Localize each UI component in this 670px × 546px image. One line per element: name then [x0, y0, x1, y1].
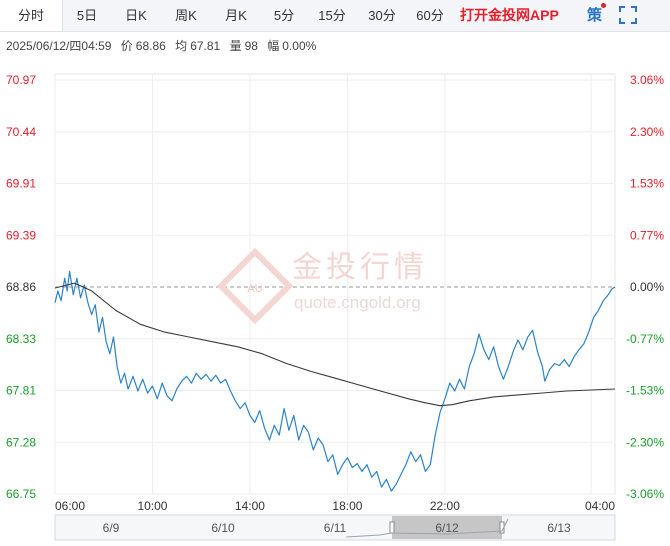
volume-label: 量: [229, 39, 242, 53]
tab-daily-k[interactable]: 日K: [125, 8, 147, 23]
navigator-date-label: 6/11: [324, 521, 347, 535]
y-tick-label: 66.75: [6, 487, 36, 501]
watermark-site: quote.cngold.org: [294, 293, 421, 312]
quote-datetime: 2025/06/12/四04:59: [6, 39, 112, 53]
change-value: 0.00%: [282, 39, 317, 53]
average-label: 均: [175, 39, 188, 53]
pct-tick-label: -3.06%: [626, 487, 664, 501]
price-line: [54, 270, 616, 492]
strategy-button[interactable]: 策: [587, 7, 603, 24]
tab-weekly-k[interactable]: 周K: [175, 8, 197, 23]
x-tick-label: 18:00: [332, 499, 362, 513]
pct-tick-label: 3.06%: [630, 73, 664, 87]
x-tick-label: 04:00: [585, 499, 615, 513]
period-tab-bar: 分时 5日 日K 周K 月K 5分 15分 30分 60分 打开金投网APP 策: [0, 0, 670, 32]
average-value: 67.81: [190, 39, 221, 53]
y-tick-label: 67.81: [6, 384, 36, 398]
volume-value: 98: [244, 39, 258, 53]
y-tick-label: 69.91: [6, 177, 36, 191]
pct-tick-label: 2.30%: [630, 125, 664, 139]
x-tick-label: 10:00: [137, 499, 167, 513]
price-label: 价: [120, 39, 133, 53]
y-tick-label: 68.86: [6, 280, 36, 294]
average-line: [54, 282, 616, 407]
navigator[interactable]: [54, 514, 616, 541]
open-app-link[interactable]: 打开金投网APP: [460, 7, 559, 23]
navigator-date-label: 6/10: [211, 521, 235, 535]
y-tick-label: 70.44: [6, 125, 36, 139]
navigator-sparkline: [346, 518, 509, 538]
y-tick-label: 67.28: [6, 435, 36, 449]
notification-dot: [601, 3, 606, 8]
price-value: 68.86: [135, 39, 166, 53]
tab-60-min[interactable]: 60分: [416, 8, 444, 23]
quote-info-bar: 2025/06/12/四04:59 价 68.86 均 67.81 量 98 幅 0.0…: [6, 37, 322, 54]
pct-tick-label: 0.00%: [630, 280, 664, 294]
fullscreen-glyph: [619, 6, 637, 24]
pct-tick-label: 1.53%: [630, 177, 664, 191]
pct-tick-label: -1.53%: [626, 384, 664, 398]
watermark-logo-text: AU: [247, 283, 262, 295]
change-label: 幅: [267, 39, 280, 53]
navigator-date-label: 6/13: [547, 521, 571, 535]
pct-tick-label: -0.77%: [626, 332, 664, 346]
pct-tick-label: -2.30%: [626, 435, 664, 449]
tab-monthly-k[interactable]: 月K: [225, 8, 247, 23]
tab-5-min[interactable]: 5分: [273, 8, 295, 23]
tab-15-min[interactable]: 15分: [318, 8, 346, 23]
fullscreen-icon[interactable]: [616, 3, 640, 27]
watermark-brand: 金投行情: [292, 250, 428, 285]
navigator-date-label: 6/9: [103, 521, 120, 535]
x-tick-label: 22:00: [430, 499, 460, 513]
tab-5-day[interactable]: 5日: [76, 8, 98, 23]
tab-30-min[interactable]: 30分: [368, 8, 396, 23]
tab-intraday[interactable]: 分时: [0, 0, 63, 31]
navigator-left-handle[interactable]: [389, 521, 395, 534]
y-tick-label: 68.33: [6, 332, 36, 346]
pct-tick-label: 0.77%: [630, 228, 664, 242]
navigator-date-label: 6/12: [435, 521, 459, 535]
y-tick-label: 70.97: [6, 73, 36, 87]
intraday-chart[interactable]: 70.97 3.06% 70.44 2.30% 69.91 1.53% 69.39 0.77%…: [0, 60, 670, 546]
x-tick-label: 14:00: [235, 499, 265, 513]
y-tick-label: 69.39: [6, 228, 36, 242]
watermark-logo: [216, 247, 294, 325]
x-tick-label: 06:00: [55, 499, 85, 513]
